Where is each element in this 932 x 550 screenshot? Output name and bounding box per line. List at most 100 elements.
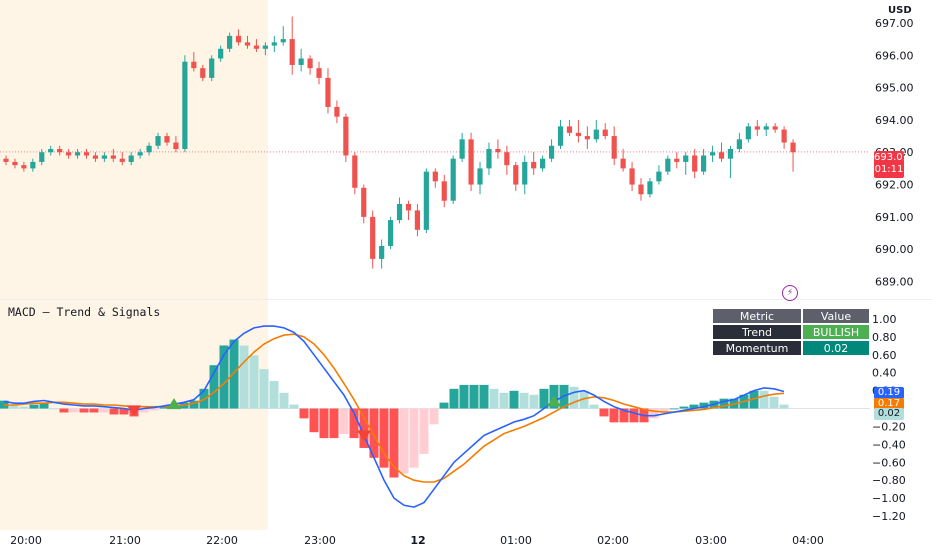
hist-bar: [109, 408, 119, 415]
candle-body: [781, 129, 787, 143]
signal-value-badge: 0.17: [874, 398, 904, 410]
hist-bar: [309, 408, 319, 433]
candle-body: [173, 142, 179, 149]
time-axis-label: 21:00: [109, 534, 141, 547]
candle-body: [736, 139, 742, 149]
hist-bar: [369, 408, 379, 458]
hist-bar: [29, 404, 39, 409]
hist-bar: [149, 408, 159, 411]
hist-bar: [189, 400, 199, 409]
hist-bar: [59, 408, 69, 413]
candle-body: [92, 155, 99, 159]
candle-body: [21, 165, 27, 169]
candle-body: [709, 152, 716, 156]
candle-body: [772, 126, 778, 130]
indicator-title[interactable]: MACD — Trend & Signals: [8, 305, 161, 319]
time-axis-label: 22:00: [206, 534, 238, 547]
hist-bar: [349, 408, 359, 439]
candle-body: [638, 184, 644, 195]
hist-bar: [239, 345, 249, 409]
session-highlight: [0, 0, 268, 300]
candle-body: [790, 142, 796, 153]
metrics-header-value: Value: [803, 309, 869, 323]
sell-signal-marker: [127, 405, 141, 417]
candle-body: [727, 149, 734, 159]
hist-bar: [579, 390, 589, 409]
candle-body: [74, 152, 81, 156]
candle-body: [405, 203, 412, 211]
hist-bar: [409, 408, 419, 468]
hist-bar: [659, 408, 669, 413]
candle-body: [745, 126, 751, 140]
candle-body: [557, 126, 564, 146]
candle-body: [209, 58, 215, 78]
candle-body: [182, 61, 188, 149]
hist-bar: [259, 369, 269, 409]
momentum-value: 0.02: [803, 341, 869, 355]
candle-body: [191, 61, 197, 69]
hist-bar: [209, 365, 219, 409]
candle-body: [540, 158, 546, 169]
candle-body: [370, 216, 376, 259]
trend-label: Trend: [713, 325, 801, 339]
candle-body: [146, 145, 152, 153]
hist-bar: [439, 402, 449, 409]
candle-body: [30, 161, 36, 169]
candle-body: [763, 126, 769, 130]
candle-body: [164, 136, 170, 143]
lightning-icon[interactable]: ⚡: [782, 285, 798, 301]
hist-bar: [9, 404, 19, 409]
hist-bar: [419, 408, 429, 454]
buy-signal-marker: [167, 398, 181, 410]
hist-bar: [449, 388, 459, 409]
hist-bar: [389, 408, 399, 478]
hist-bar: [219, 345, 229, 409]
price-pane[interactable]: 697.00696.00695.00694.00693.00692.00691.…: [0, 0, 932, 300]
macd-axis-label: 0.60: [872, 349, 897, 362]
macd-pane[interactable]: 1.000.800.600.400.20−0.20−0.40−0.60−0.80…: [0, 300, 932, 530]
currency-label: USD: [888, 5, 912, 16]
macd-axis-label: 1.00: [872, 313, 897, 326]
candle-body: [495, 149, 501, 153]
price-axis-label: 694.00: [875, 114, 914, 127]
trend-value: BULLISH: [803, 325, 869, 339]
hist-bar: [399, 408, 409, 474]
macd-axis-label: −1.20: [872, 510, 906, 523]
candle-body: [253, 45, 260, 49]
price-axis-label: 690.00: [875, 243, 914, 256]
candle-body: [137, 152, 143, 156]
hist-bar: [699, 402, 709, 409]
hist-bar: [319, 408, 329, 439]
hist-bar: [589, 404, 599, 409]
candle-body: [343, 116, 349, 156]
hist-bar: [469, 384, 479, 409]
candle-body: [575, 132, 582, 137]
metrics-table: Metric Value Trend BULLISH Momentum 0.02: [711, 307, 871, 357]
candle-body: [513, 165, 519, 185]
candle-body: [432, 171, 438, 182]
bar-countdown: 01:11: [874, 164, 904, 175]
candle-body: [754, 126, 760, 130]
candle-body: [423, 171, 429, 230]
time-axis: 20:00 21:00 22:00 23:00 12 01:00 02:00 03:00 04:…: [10, 534, 824, 547]
candle-body: [155, 136, 161, 146]
candle-body: [39, 152, 45, 162]
hist-bar: [629, 408, 639, 423]
time-axis-label: 02:00: [597, 534, 629, 547]
macd-axis-label: −0.40: [872, 438, 906, 451]
hist-bar: [279, 392, 289, 409]
candle-body: [298, 58, 304, 65]
candle-body: [656, 171, 662, 182]
hist-bar: [359, 408, 369, 448]
current-price: 693.01: [874, 152, 909, 163]
hist-bar: [19, 406, 29, 409]
candle-body: [593, 129, 599, 140]
hist-bar: [509, 390, 519, 409]
current-price-badge: 693.01 01:11: [874, 151, 909, 178]
candle-body: [683, 155, 689, 162]
price-axis-label: 696.00: [875, 49, 914, 62]
time-axis-label: 03:00: [695, 534, 727, 547]
candle-body: [3, 158, 9, 162]
hist-bar: [769, 396, 779, 409]
